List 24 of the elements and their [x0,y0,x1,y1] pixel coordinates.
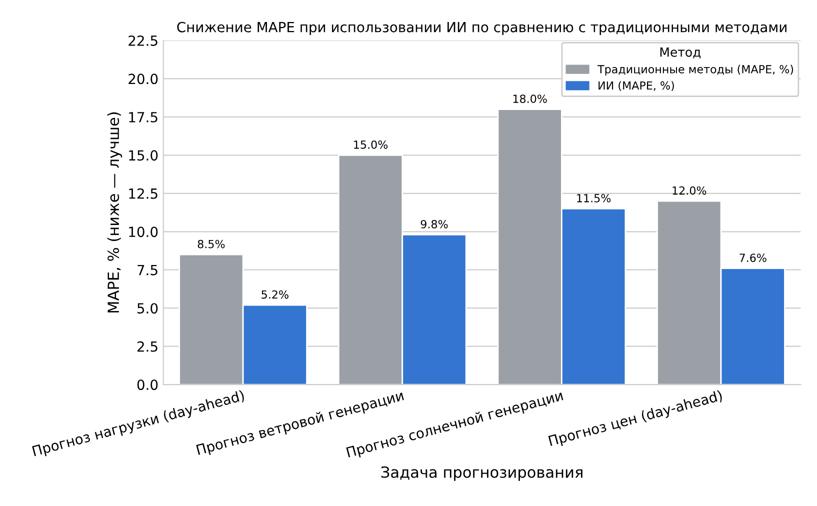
data-label: 15.0% [354,140,388,149]
data-label: 5.2% [262,290,288,299]
legend-title: Метод [660,48,701,58]
y-tick-label: 15.0 [129,150,158,161]
y-axis-title: MAPE, % (ниже — лучше) [107,112,122,312]
legend-label: ИИ (MAPE, %) [598,81,674,92]
y-tick-label: 0.0 [137,380,158,390]
y-tick-label: 7.5 [138,265,158,276]
data-label: 12.0% [672,186,706,195]
legend-label: Традиционные методы (MAPE, %) [597,64,794,76]
y-tick-label: 2.5 [137,341,158,352]
y-tick-label: 5.0 [138,303,158,314]
x-axis-title: Задача прогнозирования [381,466,582,481]
data-label: 18.0% [513,94,547,103]
data-label: 9.8% [420,220,448,228]
data-label: 7.6% [740,254,766,262]
data-label: 11.5% [577,194,611,202]
data-label: 8.5% [198,240,225,248]
y-tick-label: 22.5 [128,35,158,46]
y-tick-label: 10.0 [129,226,158,238]
y-tick-label: 12.5 [129,188,158,199]
chart-title: Снижение MAPE при использовании ИИ по сравнению с традиционными методами [177,22,786,36]
y-tick-label: 17.5 [129,112,158,122]
y-tick-label: 20.0 [128,74,158,84]
